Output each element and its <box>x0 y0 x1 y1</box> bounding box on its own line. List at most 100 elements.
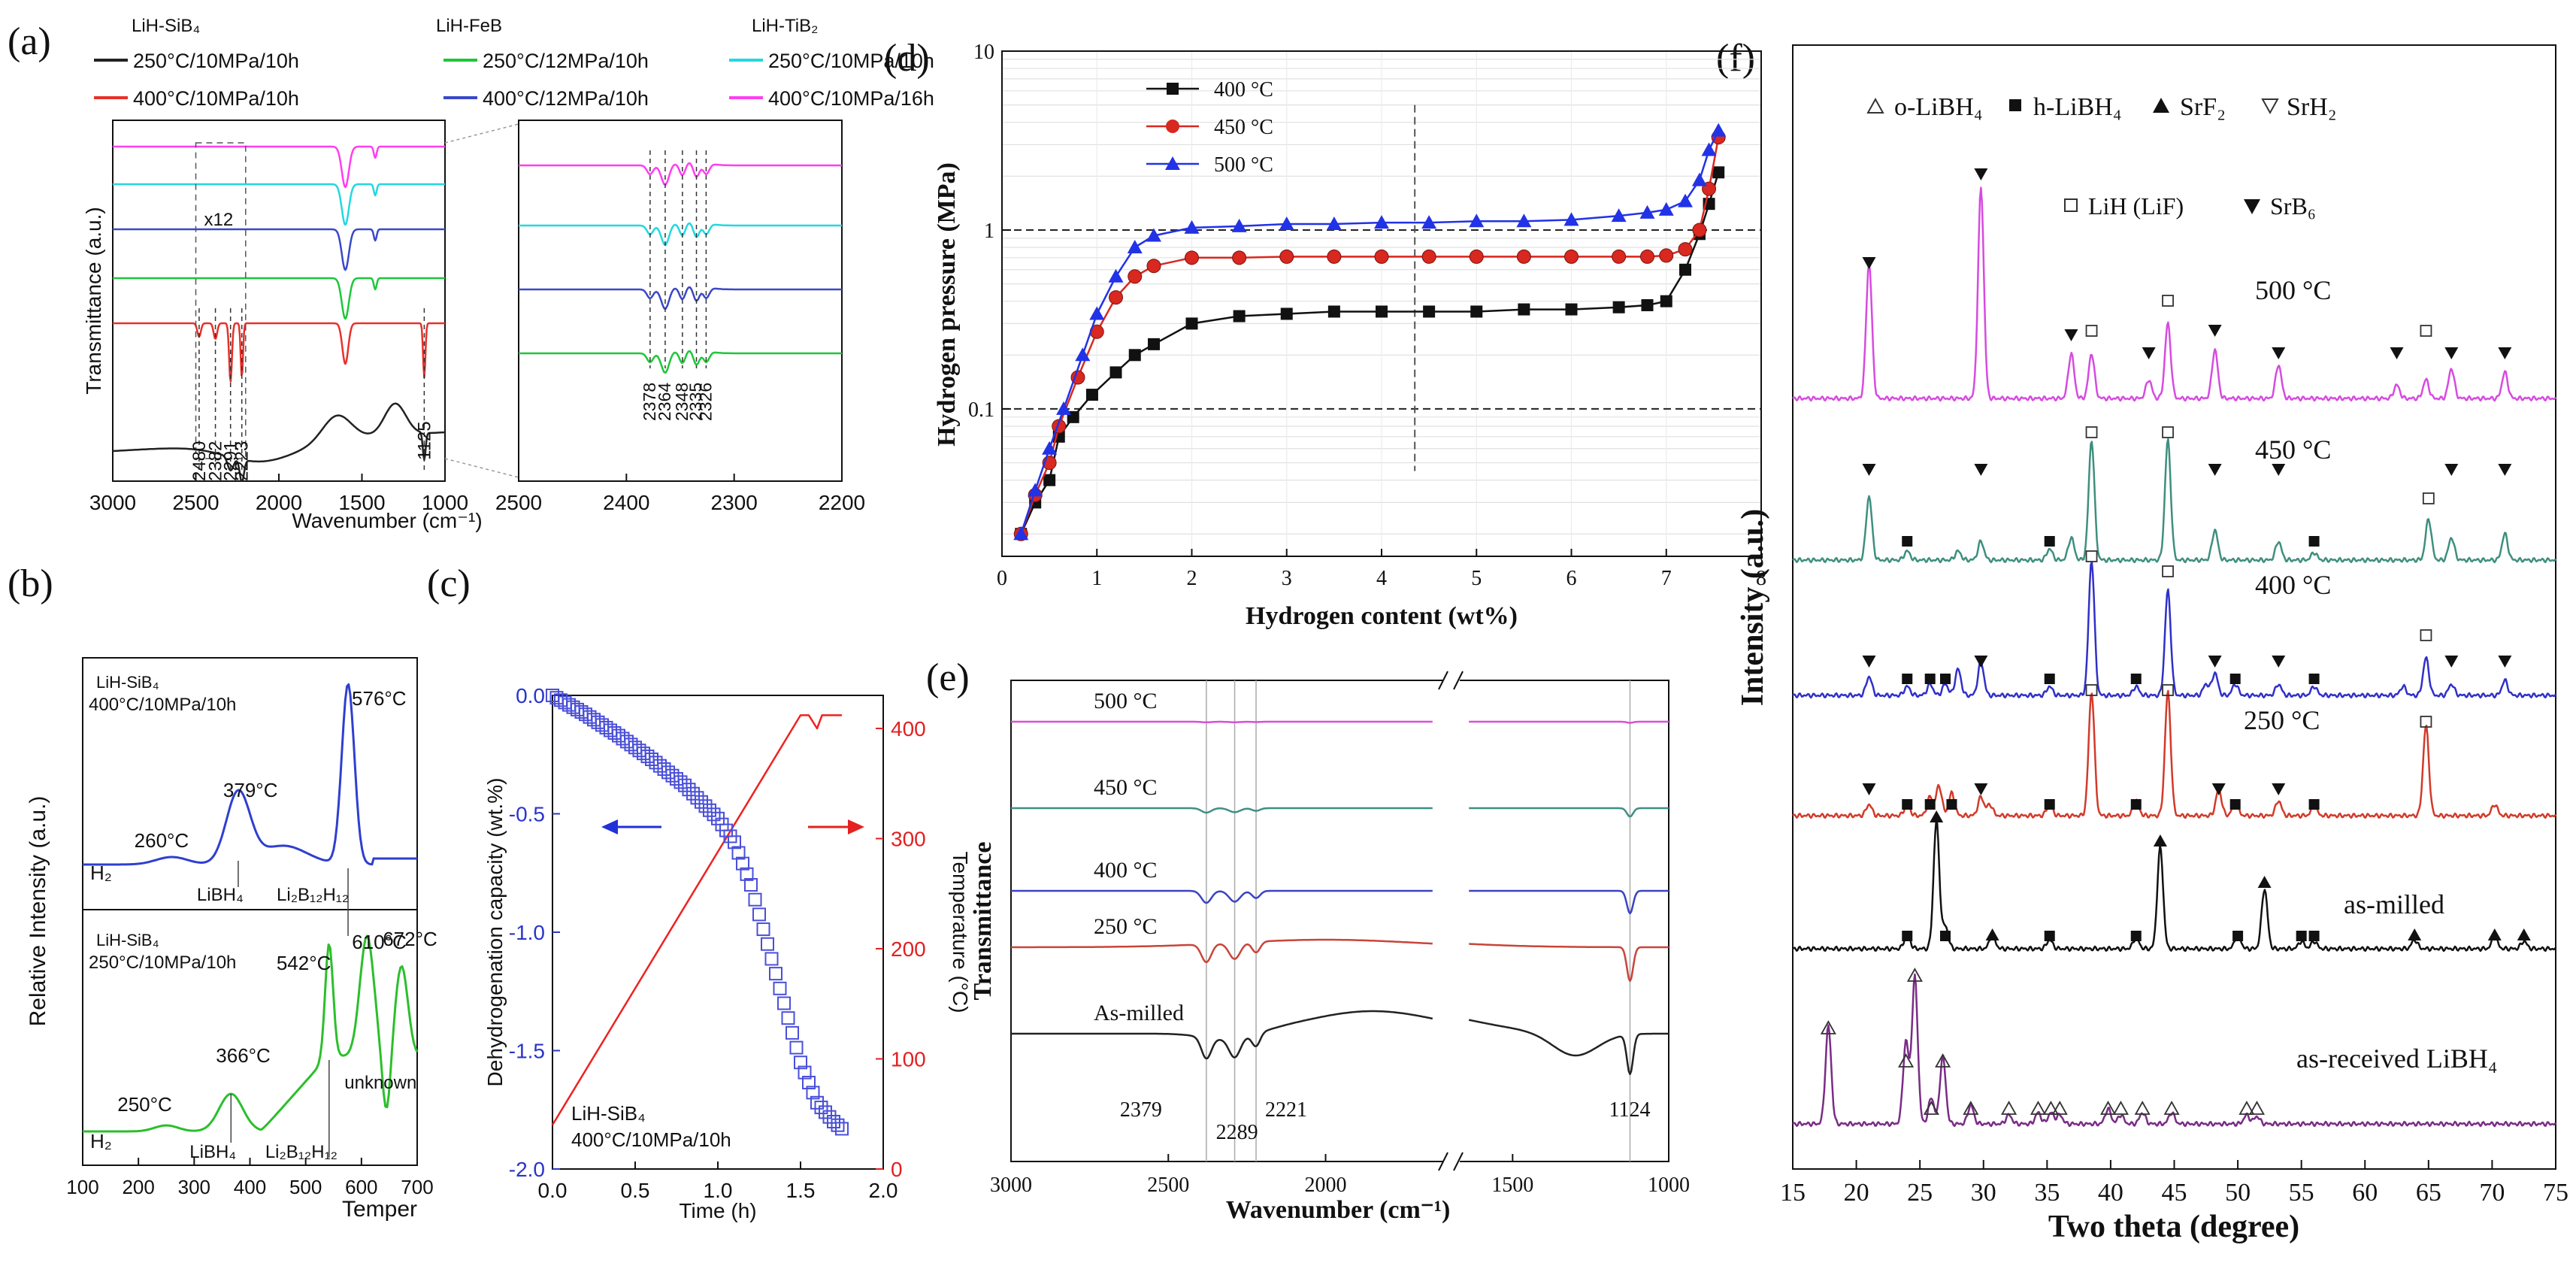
phase-marker <box>2308 931 2320 941</box>
capacity-marker <box>678 778 692 792</box>
series-label: 500 °C <box>1094 689 1158 713</box>
ir-trace <box>1011 938 1433 964</box>
legend-open-square <box>2064 198 2078 212</box>
c-caption: LiH-SiB₄ <box>571 1102 646 1125</box>
x-axis-label: Time (h) <box>679 1199 756 1222</box>
x-tick-label: 700 <box>401 1176 433 1198</box>
b-peak-label: 576°C <box>352 687 407 710</box>
legend-open-down-triangle <box>2261 98 2279 115</box>
phase-marker <box>2099 1101 2117 1115</box>
data-marker <box>1184 220 1200 234</box>
x-tick-label: 2500 <box>495 491 542 514</box>
tpd-curve-upper <box>83 683 417 866</box>
peak-label: 2289 <box>1216 1121 1258 1144</box>
data-marker <box>1043 474 1056 486</box>
phase-marker <box>2153 834 2167 846</box>
data-marker <box>1639 204 1655 219</box>
series-label: 400 °C <box>2255 570 2331 600</box>
y-axis-label: Relative Intensity (a.u.) <box>26 796 50 1027</box>
phase-marker <box>2134 1101 2151 1115</box>
x-tick-label: 2.0 <box>869 1179 898 1202</box>
peak-label: 2221 <box>1265 1098 1307 1122</box>
capacity-marker <box>674 775 688 789</box>
data-marker <box>1028 483 1043 497</box>
legend-open-triangle <box>1866 97 1884 114</box>
y-axis-label: Intensity (a.u.) <box>1736 509 1770 707</box>
phase-marker <box>2272 656 2286 668</box>
x-tick-label: 100 <box>66 1176 98 1198</box>
y-axis-label: Transmittance (a.u.) <box>82 207 105 394</box>
data-marker <box>1612 249 1627 264</box>
x-tick-label: 30 <box>1971 1179 1996 1207</box>
series-label: As-milled <box>1094 1001 1184 1025</box>
x-tick-label: 0.5 <box>621 1179 650 1202</box>
xrd-pattern <box>1792 561 2557 699</box>
phase-marker <box>2420 716 2432 728</box>
legend-entry: 250°C/10MPa/10h <box>768 50 934 72</box>
phase-marker <box>1902 536 1913 547</box>
x-tick-label: 6 <box>1566 567 1577 590</box>
phase-marker <box>2420 629 2432 641</box>
b-species-label: Li₂B₁₂H₁₂ <box>265 1142 338 1162</box>
b-peak-label: 542°C <box>277 952 331 974</box>
y-axis-label: Transmittance <box>969 842 997 1001</box>
data-marker <box>1279 249 1294 264</box>
panel-d-series <box>1013 123 1727 541</box>
data-marker <box>1712 166 1725 179</box>
phase-marker <box>1898 1053 1915 1068</box>
data-marker <box>1042 441 1058 455</box>
panel-label-e: (e) <box>926 656 970 699</box>
spectrum-trace <box>113 145 445 189</box>
legend-marker <box>1166 120 1179 133</box>
capacity-marker <box>806 1086 820 1100</box>
capacity-marker <box>566 700 580 714</box>
legend-filled-square <box>2009 99 2021 111</box>
data-marker <box>1658 201 1674 216</box>
inset-peak-label: 2378 <box>640 383 659 421</box>
phase-marker <box>1974 656 1988 668</box>
phase-marker <box>2162 565 2174 577</box>
phase-marker <box>2208 464 2222 476</box>
data-marker <box>1423 305 1436 318</box>
capacity-marker <box>558 695 572 710</box>
b-species-label: H₂ <box>90 862 112 884</box>
x-tick-label: 5 <box>1471 567 1482 590</box>
capacity-marker <box>574 705 589 719</box>
x-axis-label: Wavenumber (cm⁻¹) <box>1226 1196 1451 1224</box>
y-tick-label: 1 <box>984 220 994 243</box>
capacity-marker <box>802 1076 816 1090</box>
legend-entry: 400°C/12MPa/10h <box>483 87 649 110</box>
b-peak-label: 260°C <box>135 829 189 852</box>
phase-marker <box>1940 931 1951 941</box>
capacity-marker <box>748 892 762 907</box>
peak-label: 1125 <box>414 421 434 460</box>
ir-trace <box>1011 1010 1433 1060</box>
series-label: as-milled <box>2344 889 2444 919</box>
b-species-label: LiBH₄ <box>197 885 244 905</box>
x-tick-label: 15 <box>1780 1179 1806 1207</box>
legend-group-title: LiH-SiB₄ <box>132 16 200 36</box>
arrow-left-head <box>601 819 618 834</box>
temperature-curve <box>551 714 842 1126</box>
x-tick-label: 2500 <box>172 491 219 514</box>
phase-marker <box>2130 931 2142 941</box>
axis-break-gap <box>1443 676 1460 1166</box>
panel-label-f: (f) <box>1716 37 1755 80</box>
phase-marker <box>2498 464 2512 476</box>
phase-marker <box>2444 656 2459 668</box>
phase-marker <box>1862 257 1876 269</box>
arrow-right-head <box>848 819 864 834</box>
legend-entry: SrF₂ <box>2180 93 2226 121</box>
data-marker <box>1327 305 1340 318</box>
data-marker <box>1470 305 1483 318</box>
x-tick-label: 2400 <box>603 491 649 514</box>
phase-marker <box>2444 464 2459 476</box>
phase-marker <box>2208 656 2222 668</box>
b-lower-condition: 250°C/10MPa/10h <box>89 952 236 973</box>
capacity-marker <box>764 952 779 966</box>
capacity-marker <box>810 1095 824 1110</box>
phase-marker <box>2044 931 2055 941</box>
phase-marker <box>1940 674 1951 684</box>
panel-label-d: (d) <box>884 37 930 80</box>
data-marker <box>1013 526 1029 541</box>
